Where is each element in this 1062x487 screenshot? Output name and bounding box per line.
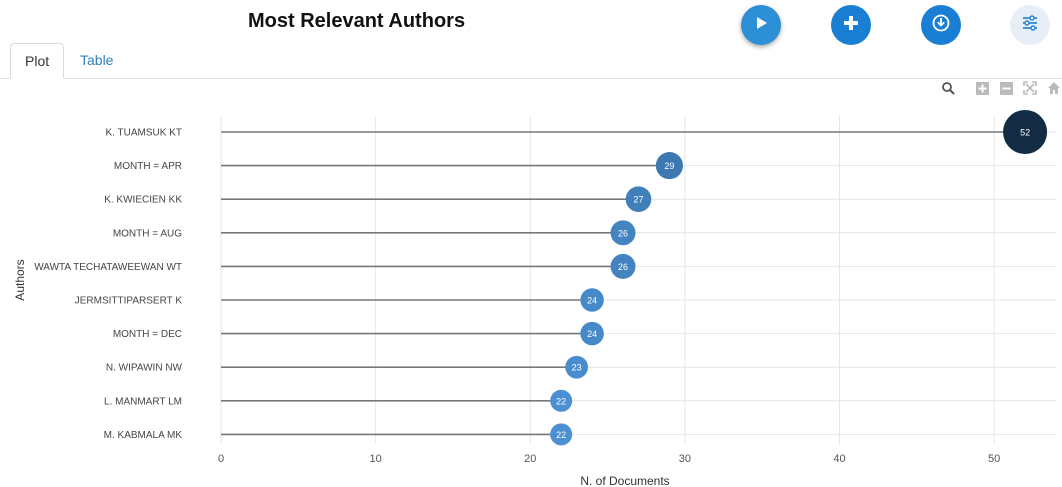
data-label: 22 bbox=[556, 430, 566, 440]
data-point[interactable] bbox=[565, 355, 589, 379]
data-label: 27 bbox=[633, 195, 643, 205]
y-tick-label: N. WIPAWIN NW bbox=[106, 363, 183, 374]
y-axis-label: Authors bbox=[13, 259, 27, 300]
y-tick-label: MONTH = APR bbox=[114, 161, 182, 172]
plus-icon bbox=[842, 14, 860, 37]
play-icon bbox=[753, 15, 769, 36]
y-tick-label: K. TUAMSUK KT bbox=[106, 128, 183, 139]
data-label: 52 bbox=[1020, 128, 1030, 138]
data-point[interactable] bbox=[550, 389, 573, 412]
x-axis-label: N. of Documents bbox=[580, 474, 669, 487]
y-tick-label: M. KABMALA MK bbox=[104, 430, 183, 441]
data-point[interactable] bbox=[655, 152, 683, 180]
tab-bar: Plot Table bbox=[0, 40, 1062, 79]
zoom-icon[interactable] bbox=[940, 80, 956, 96]
data-label: 22 bbox=[556, 396, 566, 406]
zoom-in-icon[interactable] bbox=[974, 80, 990, 96]
tab-table[interactable]: Table bbox=[80, 52, 114, 68]
zoom-out-icon[interactable] bbox=[998, 80, 1014, 96]
page-title: Most Relevant Authors bbox=[248, 10, 466, 32]
y-tick-label: L. MANMART LM bbox=[104, 396, 182, 407]
x-tick-label: 40 bbox=[833, 453, 845, 465]
x-tick-label: 20 bbox=[524, 453, 536, 465]
x-tick-label: 50 bbox=[988, 453, 1000, 465]
data-label: 24 bbox=[587, 296, 597, 306]
play-button[interactable] bbox=[741, 5, 781, 45]
data-point[interactable] bbox=[580, 288, 604, 312]
y-tick-label: MONTH = AUG bbox=[113, 228, 182, 239]
data-point[interactable] bbox=[625, 186, 652, 213]
data-point[interactable] bbox=[610, 220, 636, 246]
x-tick-label: 30 bbox=[679, 453, 691, 465]
y-tick-label: WAWTA TECHATAWEEWAN WT bbox=[34, 262, 182, 273]
data-label: 26 bbox=[618, 262, 628, 272]
data-point[interactable] bbox=[610, 253, 636, 279]
autoscale-icon[interactable] bbox=[1022, 80, 1038, 96]
x-tick-label: 0 bbox=[218, 453, 224, 465]
data-label: 23 bbox=[572, 363, 582, 373]
add-button[interactable] bbox=[831, 5, 871, 45]
data-point[interactable] bbox=[1003, 110, 1048, 154]
data-label: 26 bbox=[618, 228, 628, 238]
download-icon bbox=[932, 14, 950, 37]
y-tick-label: JERMSITTIPARSERT K bbox=[75, 296, 183, 307]
options-button[interactable] bbox=[1010, 5, 1050, 45]
tab-plot[interactable]: Plot bbox=[10, 43, 65, 79]
x-tick-label: 10 bbox=[370, 453, 382, 465]
data-label: 24 bbox=[587, 329, 597, 339]
modebar bbox=[940, 80, 1062, 96]
y-tick-label: K. KWIECIEN KK bbox=[104, 195, 182, 206]
data-point[interactable] bbox=[580, 321, 604, 346]
home-icon[interactable] bbox=[1046, 80, 1062, 96]
download-button[interactable] bbox=[921, 5, 961, 45]
y-tick-label: MONTH = DEC bbox=[113, 329, 182, 340]
sliders-icon bbox=[1021, 14, 1039, 37]
data-point[interactable] bbox=[550, 423, 573, 446]
data-label: 29 bbox=[664, 161, 674, 171]
